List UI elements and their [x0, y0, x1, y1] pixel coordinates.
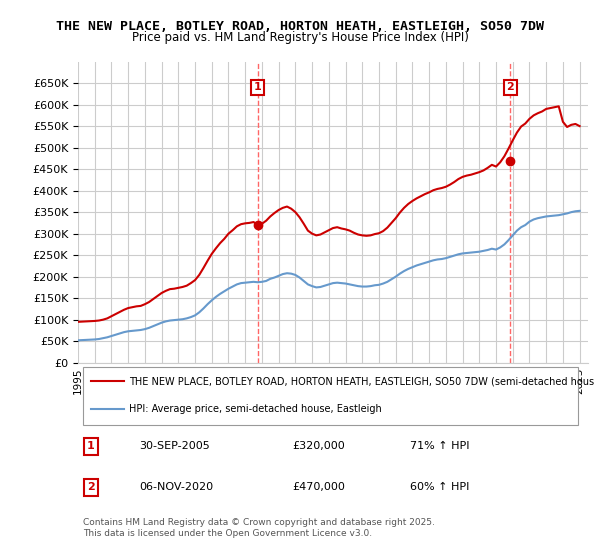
Text: 60% ↑ HPI: 60% ↑ HPI [409, 483, 469, 492]
Text: 2: 2 [506, 82, 514, 92]
FancyBboxPatch shape [83, 367, 578, 425]
Text: 30-SEP-2005: 30-SEP-2005 [139, 441, 210, 451]
Text: THE NEW PLACE, BOTLEY ROAD, HORTON HEATH, EASTLEIGH, SO50 7DW (semi-detached hou: THE NEW PLACE, BOTLEY ROAD, HORTON HEATH… [129, 376, 594, 386]
Text: 1: 1 [254, 82, 262, 92]
Text: £320,000: £320,000 [292, 441, 345, 451]
Text: 06-NOV-2020: 06-NOV-2020 [139, 483, 214, 492]
Text: Price paid vs. HM Land Registry's House Price Index (HPI): Price paid vs. HM Land Registry's House … [131, 31, 469, 44]
Text: THE NEW PLACE, BOTLEY ROAD, HORTON HEATH, EASTLEIGH, SO50 7DW: THE NEW PLACE, BOTLEY ROAD, HORTON HEATH… [56, 20, 544, 32]
Text: 2: 2 [87, 483, 95, 492]
Text: HPI: Average price, semi-detached house, Eastleigh: HPI: Average price, semi-detached house,… [129, 404, 382, 414]
Text: 71% ↑ HPI: 71% ↑ HPI [409, 441, 469, 451]
Text: 1: 1 [87, 441, 95, 451]
Text: £470,000: £470,000 [292, 483, 345, 492]
Text: Contains HM Land Registry data © Crown copyright and database right 2025.
This d: Contains HM Land Registry data © Crown c… [83, 518, 435, 538]
